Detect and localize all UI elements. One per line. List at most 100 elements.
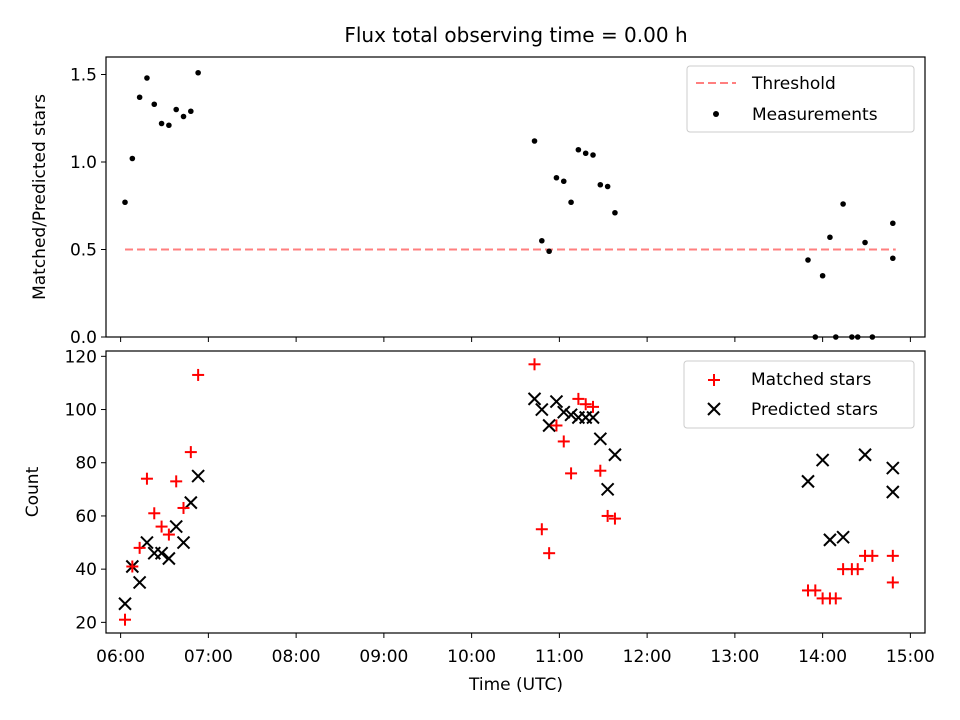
- measurement-point: [890, 255, 896, 262]
- predicted-star-point: [815, 453, 830, 467]
- legend-predicted-label: Predicted stars: [751, 400, 878, 420]
- matched-star-point: [572, 392, 585, 405]
- matched-star-point: [886, 549, 899, 562]
- predicted-star-point: [836, 530, 850, 544]
- x-tick-label: 12:00: [623, 647, 672, 667]
- bottom-y-tick-label: 20: [75, 613, 97, 633]
- top-x-tick-marks: [120, 337, 911, 342]
- matched-star-point: [543, 547, 556, 560]
- predicted-star-point: [608, 448, 622, 462]
- measurement-point: [840, 201, 846, 207]
- legend-matched-swatch: [708, 374, 720, 386]
- predicted-star-point: [886, 485, 900, 499]
- matched-star-point: [579, 398, 592, 411]
- predicted-star-point: [858, 448, 872, 462]
- bottom-y-tick-label: 120: [65, 347, 97, 367]
- top-legend-box: [686, 65, 915, 133]
- matched-star-point: [155, 520, 168, 533]
- measurement-point: [531, 138, 538, 144]
- predicted-star-point: [184, 495, 198, 510]
- predicted-star-point: [527, 392, 542, 406]
- matched-star-point: [177, 501, 190, 514]
- predicted-star-point: [154, 546, 169, 560]
- matched-star-point: [133, 541, 146, 554]
- predicted-star-point: [118, 597, 132, 611]
- measurement-point: [539, 237, 545, 244]
- matched-star-point: [608, 512, 621, 525]
- matched-star-point: [550, 419, 563, 432]
- measurement-point: [582, 150, 589, 157]
- matched-star-point: [192, 368, 205, 381]
- matched-star-point: [126, 560, 139, 573]
- top-y-ticks: 0.0 0.5 1.0 1.5: [70, 66, 106, 348]
- predicted-star-point: [132, 575, 147, 590]
- matched-star-point: [557, 435, 570, 448]
- x-tick-label: 13:00: [710, 647, 759, 667]
- predicted-star-point: [549, 394, 564, 409]
- predicted-star-point: [176, 535, 191, 550]
- bottom-plot-frame: [105, 350, 926, 634]
- legend-matched-label: Matched stars: [751, 370, 871, 390]
- predicted-star-point: [801, 474, 815, 489]
- top-plot-frame: [105, 56, 926, 338]
- x-tick-label: 07:00: [184, 647, 233, 667]
- predicted-star-point: [542, 418, 556, 433]
- predicted-star-point: [600, 482, 615, 497]
- x-tick-label: 06:00: [96, 647, 145, 667]
- predicted-star-point: [169, 519, 183, 534]
- bottom-panel: 20 40 60 80 100 120 06:00 07:00 08:00 09:00 10:00…: [23, 347, 935, 695]
- measurement-point: [819, 272, 826, 279]
- measurement-point: [612, 209, 618, 216]
- matched-star-point: [886, 576, 899, 589]
- matched-star-point: [829, 592, 842, 605]
- top-chart-title: Flux total observing time = 0.00 h: [344, 23, 687, 47]
- matched-star-point: [140, 472, 153, 485]
- matched-star-point: [601, 509, 614, 522]
- measurement-point: [546, 248, 552, 255]
- measurement-point: [604, 183, 611, 190]
- predicted-star-point: [557, 405, 571, 419]
- top-y-tick-label: 1.0: [70, 153, 97, 173]
- bottom-y-axis-label: Count: [23, 466, 43, 517]
- predicted-star-point: [162, 551, 176, 566]
- legend-measurements-label: Measurements: [752, 105, 878, 125]
- top-y-axis-label: Matched/Predicted stars: [30, 94, 50, 300]
- top-y-tick-label: 0.5: [70, 241, 97, 261]
- measurement-point: [890, 220, 896, 227]
- matched-star-point: [119, 613, 132, 626]
- measurement-point: [166, 122, 172, 129]
- bottom-y-tick-label: 80: [75, 454, 97, 474]
- top-panel: 0.0 0.5 1.0 1.5 Matched/Predicted stars Thr…: [30, 56, 926, 348]
- measurement-point: [575, 146, 582, 153]
- matched-star-point: [170, 475, 183, 488]
- top-legend: Threshold Measurements: [686, 65, 915, 133]
- legend-threshold-label: Threshold: [751, 74, 836, 94]
- top-y-tick-label: 1.5: [70, 66, 97, 86]
- predicted-star-point: [191, 469, 205, 483]
- matched-star-point: [528, 358, 541, 371]
- matched-star-point: [565, 467, 578, 480]
- x-tick-label: 11:00: [535, 647, 584, 667]
- bottom-x-ticks: 06:00 07:00 08:00 09:00 10:00 11:00 12:00 13:00…: [96, 633, 935, 667]
- predicted-star-point: [535, 402, 549, 417]
- predicted-star-point: [823, 533, 837, 547]
- measurement-point: [173, 106, 179, 113]
- predicted-star-point: [564, 408, 578, 422]
- measurement-point: [560, 178, 567, 185]
- measurement-point: [158, 120, 165, 127]
- star-count-points: [118, 358, 900, 626]
- matched-star-point: [587, 400, 600, 413]
- bottom-legend-box: [683, 360, 915, 429]
- measurement-point: [151, 101, 158, 108]
- x-tick-label: 14:00: [798, 647, 847, 667]
- measurement-point: [129, 155, 136, 162]
- matched-star-point: [866, 549, 879, 562]
- measurement-point: [188, 108, 194, 115]
- measurement-point: [180, 113, 187, 120]
- matched-star-point: [535, 523, 548, 536]
- matched-star-point: [594, 464, 607, 477]
- x-tick-label: 15:00: [886, 647, 935, 667]
- x-tick-label: 09:00: [359, 647, 408, 667]
- predicted-star-point: [593, 432, 608, 446]
